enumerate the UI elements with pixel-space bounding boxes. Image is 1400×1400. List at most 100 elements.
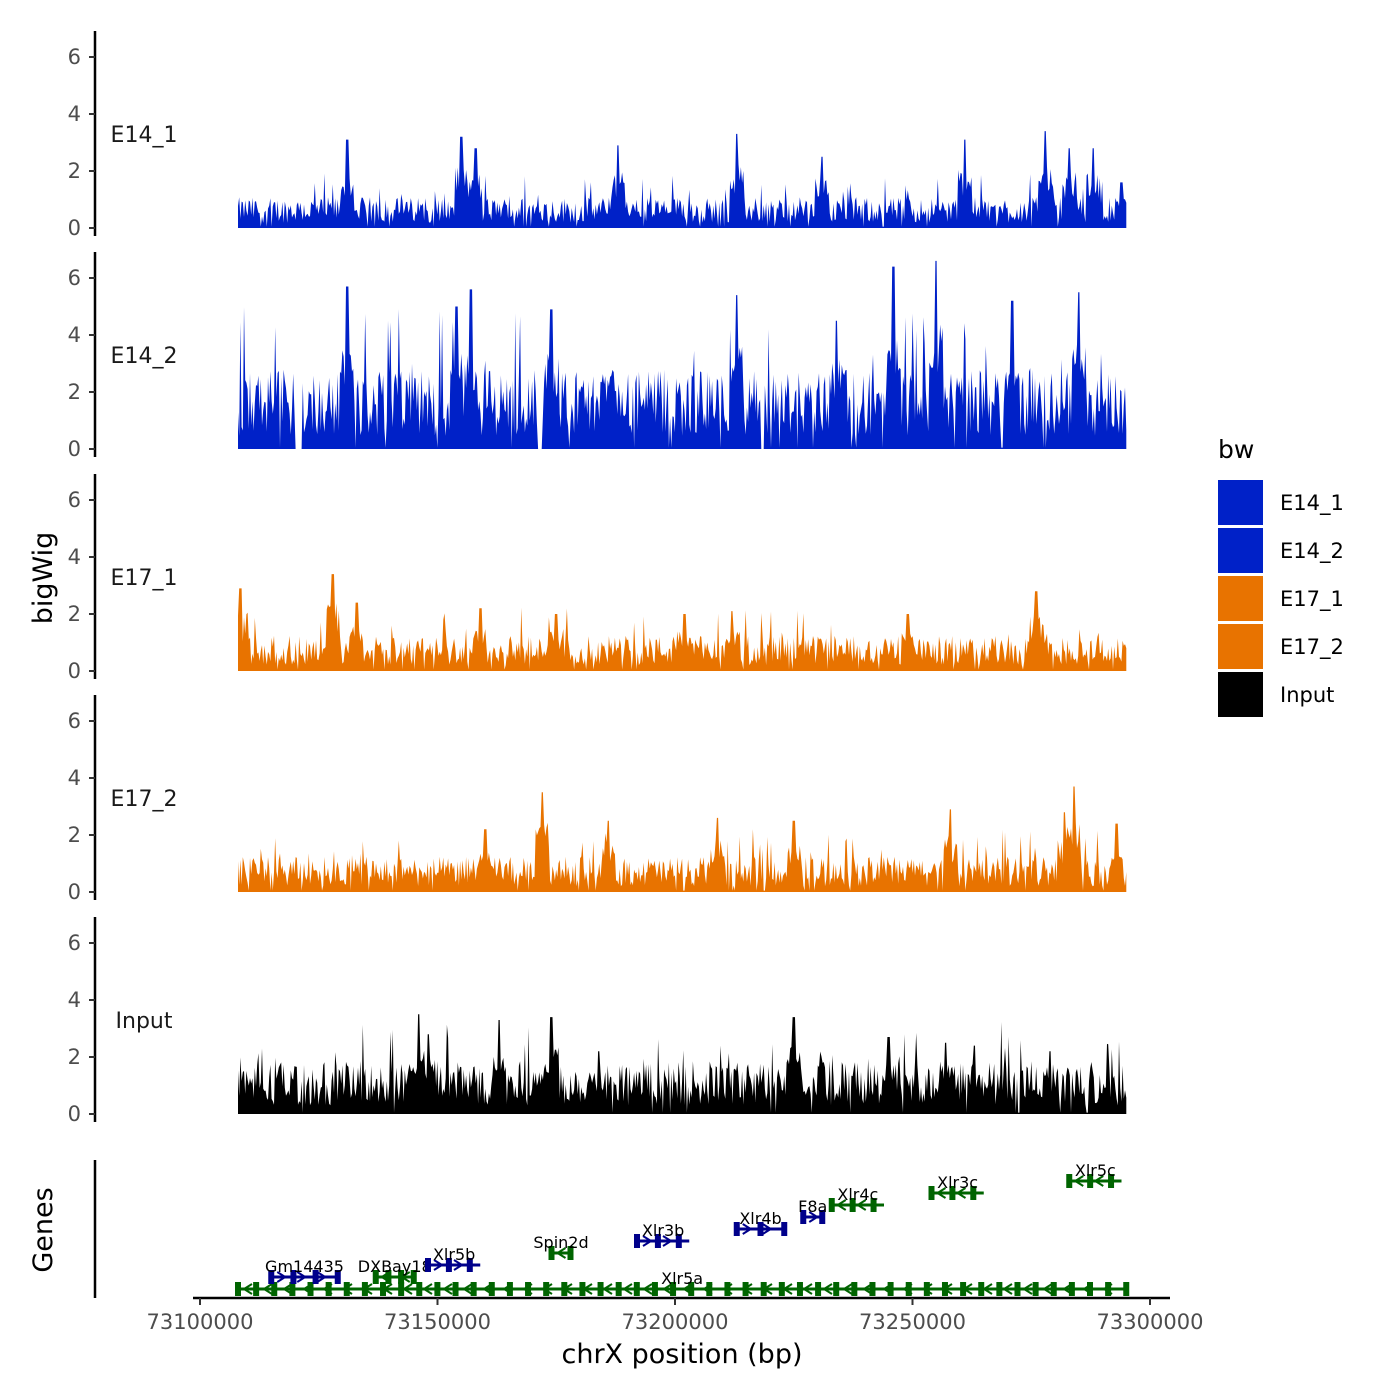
gene-exon bbox=[1066, 1174, 1073, 1188]
strand-arrow bbox=[742, 1223, 753, 1235]
gene-exon bbox=[343, 1282, 350, 1296]
strand-arrow bbox=[962, 1283, 973, 1295]
legend-title: bw bbox=[1218, 435, 1254, 464]
y-tick-label: 2 bbox=[68, 602, 81, 626]
gene-exon bbox=[268, 1270, 275, 1284]
strand-arrow bbox=[1002, 1283, 1013, 1295]
x-axis-title: chrX position (bp) bbox=[561, 1339, 802, 1370]
gene-exon bbox=[372, 1270, 379, 1284]
gene-exon bbox=[1014, 1282, 1021, 1296]
gene-exon bbox=[466, 1258, 473, 1272]
gene-label: Spin2d bbox=[533, 1233, 588, 1252]
strand-arrow bbox=[1082, 1283, 1093, 1295]
legend-entry-E17_2: E17_2 bbox=[1218, 624, 1344, 669]
gene-exon bbox=[970, 1186, 977, 1200]
x-tick-label: 73200000 bbox=[622, 1310, 729, 1334]
strand-arrow bbox=[808, 1211, 820, 1223]
y-axis-title: bigWig bbox=[28, 532, 59, 625]
strand-arrow bbox=[342, 1283, 353, 1295]
y-tick-label: 4 bbox=[68, 545, 81, 569]
gene-exon bbox=[870, 1198, 877, 1212]
gene-exon bbox=[525, 1282, 532, 1296]
gene-exon bbox=[905, 1282, 912, 1296]
y-tick-label: 2 bbox=[68, 380, 81, 404]
gene-exon bbox=[796, 1282, 803, 1296]
strand-arrow bbox=[1102, 1283, 1113, 1295]
strand-arrow bbox=[482, 1283, 493, 1295]
x-tick-label: 73300000 bbox=[1097, 1310, 1204, 1334]
legend: bw E14_1 E14_2 E17_1 E17_2 Input bbox=[1218, 435, 1344, 717]
strand-arrow bbox=[835, 1199, 847, 1211]
strand-arrow bbox=[922, 1283, 933, 1295]
strand-arrow bbox=[453, 1259, 464, 1271]
gene-exon bbox=[452, 1282, 459, 1296]
strand-arrow bbox=[762, 1283, 773, 1295]
strand-arrow bbox=[782, 1283, 793, 1295]
gene-exon bbox=[633, 1282, 640, 1296]
gene-Xlr4c: Xlr4c bbox=[828, 1185, 884, 1212]
legend-swatch bbox=[1218, 480, 1263, 525]
strand-arrow bbox=[955, 1187, 967, 1199]
gene-exon bbox=[290, 1270, 297, 1284]
track-label-E17_1: E17_1 bbox=[111, 566, 178, 591]
gene-label: F8a bbox=[798, 1197, 827, 1216]
strand-arrow bbox=[902, 1283, 913, 1295]
gene-exon bbox=[307, 1282, 314, 1296]
gene-exon bbox=[1105, 1282, 1112, 1296]
gene-exon bbox=[928, 1186, 935, 1200]
legend-label: E14_2 bbox=[1280, 539, 1344, 564]
strand-arrow bbox=[642, 1235, 653, 1247]
gene-exon bbox=[757, 1222, 764, 1236]
gene-DXBay18: DXBay18 bbox=[358, 1257, 432, 1284]
gene-exon bbox=[488, 1282, 495, 1296]
y-tick-label: 6 bbox=[68, 45, 81, 69]
gene-F8a: F8a bbox=[798, 1197, 827, 1224]
strand-arrow bbox=[382, 1283, 393, 1295]
strand-arrow bbox=[662, 1283, 673, 1295]
gene-label: Xlr5b bbox=[433, 1245, 475, 1264]
gene-track-title: Genes bbox=[28, 1187, 59, 1272]
track-E14_1: 0 2 4 6 E14_1 bbox=[68, 31, 1127, 240]
y-tick-label: 2 bbox=[68, 823, 81, 847]
y-tick-label: 2 bbox=[68, 159, 81, 183]
gene-exon bbox=[410, 1270, 417, 1284]
strand-arrow bbox=[935, 1187, 947, 1199]
gene-label: Xlr5c bbox=[1075, 1161, 1116, 1180]
gene-exon bbox=[615, 1282, 622, 1296]
gene-exon bbox=[1086, 1282, 1093, 1296]
gene-exon bbox=[434, 1282, 441, 1296]
gene-exon bbox=[887, 1282, 894, 1296]
track-E17_1: 0 2 4 6 E17_1 bbox=[68, 474, 1127, 683]
gene-exon bbox=[416, 1282, 423, 1296]
gene-label: Xlr4c bbox=[837, 1185, 878, 1204]
y-tick-label: 0 bbox=[68, 216, 81, 240]
gene-exon bbox=[849, 1198, 856, 1212]
strand-arrow bbox=[862, 1283, 873, 1295]
gene-Xlr5b: Xlr5b bbox=[425, 1245, 481, 1272]
strand-arrow bbox=[433, 1259, 444, 1271]
y-tick-label: 4 bbox=[68, 988, 81, 1012]
strand-arrow bbox=[742, 1283, 753, 1295]
strand-arrow bbox=[662, 1235, 673, 1247]
coverage-area-E17_2 bbox=[238, 786, 1127, 892]
gene-exon bbox=[978, 1282, 985, 1296]
gene-exon bbox=[1068, 1282, 1075, 1296]
coverage-tracks: 0 2 4 6 E14_1 0 2 4 6 E14_2 0 2 4 6 E17_1 0 2 4 6 E17_2 0 2 4 6… bbox=[68, 31, 1127, 1126]
y-tick-label: 2 bbox=[68, 1045, 81, 1069]
strand-arrow bbox=[1093, 1175, 1104, 1187]
gene-exon bbox=[949, 1186, 956, 1200]
legend-label: E14_1 bbox=[1280, 491, 1344, 516]
gene-exon bbox=[733, 1222, 740, 1236]
strand-arrow bbox=[522, 1283, 533, 1295]
strand-arrow bbox=[822, 1283, 833, 1295]
gene-exon bbox=[654, 1234, 661, 1248]
gene-Xlr3b: Xlr3b bbox=[634, 1221, 690, 1248]
strand-arrow bbox=[642, 1283, 653, 1295]
gene-exon bbox=[398, 1282, 405, 1296]
gene-exon bbox=[325, 1282, 332, 1296]
legend-entry-Input: Input bbox=[1218, 672, 1334, 717]
gene-exon bbox=[815, 1282, 822, 1296]
y-tick-label: 6 bbox=[68, 266, 81, 290]
gene-exon bbox=[851, 1282, 858, 1296]
strand-arrow bbox=[882, 1283, 893, 1295]
